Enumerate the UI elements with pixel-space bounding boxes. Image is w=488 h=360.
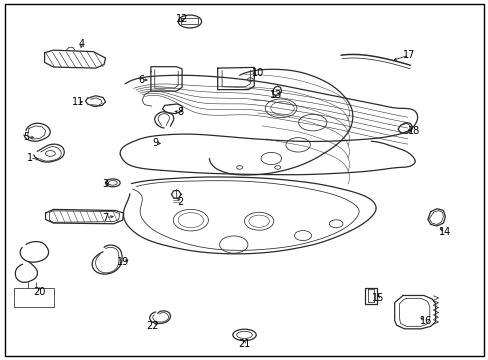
Text: 21: 21	[238, 339, 250, 349]
Text: 3: 3	[102, 179, 108, 189]
Text: 16: 16	[419, 316, 431, 325]
Text: 14: 14	[438, 227, 450, 237]
Text: 11: 11	[71, 97, 83, 107]
Text: 5: 5	[23, 132, 29, 142]
Text: 20: 20	[34, 287, 46, 297]
Text: 2: 2	[177, 197, 183, 207]
Text: 19: 19	[117, 257, 129, 267]
Text: 4: 4	[78, 39, 84, 49]
Text: 6: 6	[138, 75, 144, 85]
Text: 22: 22	[146, 321, 159, 331]
Text: 18: 18	[407, 126, 420, 135]
Text: 1: 1	[27, 153, 33, 163]
Text: 9: 9	[152, 139, 159, 148]
Bar	[14, 288, 54, 307]
Text: 12: 12	[176, 14, 188, 24]
Text: 7: 7	[102, 213, 108, 222]
Text: 8: 8	[177, 107, 183, 117]
Text: 15: 15	[372, 293, 384, 303]
Text: 10: 10	[251, 68, 264, 78]
Text: 17: 17	[402, 50, 415, 60]
Text: 13: 13	[269, 90, 282, 100]
